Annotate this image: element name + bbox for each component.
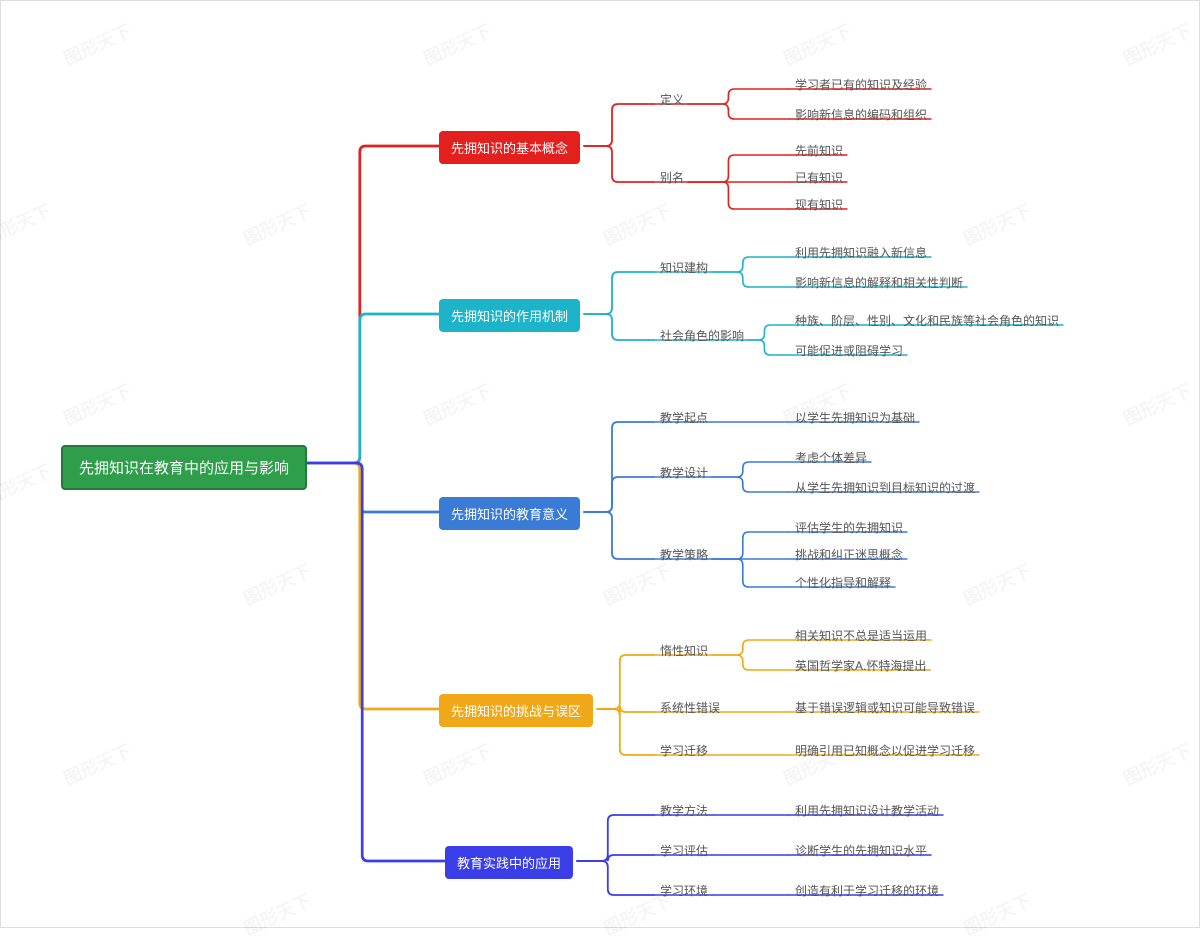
mindmap-node: 影响新信息的编码和组织: [791, 104, 931, 125]
watermark: 图形天下: [1119, 17, 1195, 71]
watermark: 图形天下: [239, 197, 315, 251]
mindmap-node: 知识建构: [656, 257, 712, 278]
watermark: 图形天下: [419, 737, 495, 791]
watermark: 图形天下: [59, 737, 135, 791]
mindmap-node: 学习迁移: [656, 740, 712, 761]
mindmap-node: 利用先拥知识融入新信息: [791, 242, 931, 263]
watermark: 图形天下: [239, 887, 315, 941]
mindmap-node: 先拥知识的教育意义: [439, 497, 580, 530]
mindmap-node: 考虑个体差异: [791, 447, 871, 468]
mindmap-node: 先前知识: [791, 140, 847, 161]
mindmap-node: 定义: [656, 89, 688, 110]
watermark: 图形天下: [959, 557, 1035, 611]
mindmap-node: 基于错误逻辑或知识可能导致错误: [791, 697, 979, 718]
mindmap-node: 教学起点: [656, 407, 712, 428]
mindmap-node: 个性化指导和解释: [791, 572, 895, 593]
mindmap-node: 教育实践中的应用: [445, 846, 573, 879]
watermark: 图形天下: [419, 17, 495, 71]
mindmap-node: 创造有利于学习迁移的环境: [791, 880, 943, 901]
mindmap-node: 先拥知识的基本概念: [439, 131, 580, 164]
mindmap-node: 先拥知识在教育中的应用与影响: [61, 445, 307, 490]
mindmap-node: 英国哲学家A.怀特海提出: [791, 655, 930, 676]
mindmap-node: 挑战和纠正迷思概念: [791, 544, 907, 565]
mindmap-node: 先拥知识的作用机制: [439, 299, 580, 332]
watermark: 图形天下: [419, 377, 495, 431]
mindmap-node: 从学生先拥知识到目标知识的过渡: [791, 477, 979, 498]
watermark: 图形天下: [59, 377, 135, 431]
mindmap-node: 惰性知识: [656, 640, 712, 661]
mindmap-node: 教学策略: [656, 544, 712, 565]
mindmap-node: 利用先拥知识设计教学活动: [791, 800, 943, 821]
watermark: 图形天下: [959, 197, 1035, 251]
mindmap-node: 影响新信息的解释和相关性判断: [791, 272, 967, 293]
mindmap-node: 先拥知识的挑战与误区: [439, 694, 593, 727]
mindmap-node: 教学方法: [656, 800, 712, 821]
watermark: 图形天下: [59, 17, 135, 71]
mindmap-node: 以学生先拥知识为基础: [791, 407, 919, 428]
mindmap-node: 教学设计: [656, 462, 712, 483]
mindmap-node: 别名: [656, 167, 688, 188]
mindmap-node: 已有知识: [791, 167, 847, 188]
mindmap-node: 学习评估: [656, 840, 712, 861]
mindmap-node: 诊断学生的先拥知识水平: [791, 840, 931, 861]
watermark: 图形天下: [599, 557, 675, 611]
mindmap-node: 评估学生的先拥知识: [791, 517, 907, 538]
mindmap-node: 现有知识: [791, 194, 847, 215]
watermark: 图形天下: [959, 887, 1035, 941]
mindmap-node: 学习者已有的知识及经验: [791, 74, 931, 95]
mindmap-node: 种族、阶层、性别、文化和民族等社会角色的知识: [791, 310, 1063, 331]
mindmap-node: 明确引用已知概念以促进学习迁移: [791, 740, 979, 761]
mindmap-node: 可能促进或阻碍学习: [791, 340, 907, 361]
watermark: 图形天下: [0, 457, 55, 511]
mindmap-node: 学习环境: [656, 880, 712, 901]
watermark: 图形天下: [0, 197, 55, 251]
mindmap-node: 相关知识不总是适当运用: [791, 625, 931, 646]
mindmap-node: 社会角色的影响: [656, 325, 748, 346]
watermark: 图形天下: [1119, 377, 1195, 431]
mindmap-node: 系统性错误: [656, 697, 724, 718]
watermark: 图形天下: [1119, 737, 1195, 791]
watermark: 图形天下: [599, 197, 675, 251]
watermark: 图形天下: [239, 557, 315, 611]
watermark: 图形天下: [779, 17, 855, 71]
